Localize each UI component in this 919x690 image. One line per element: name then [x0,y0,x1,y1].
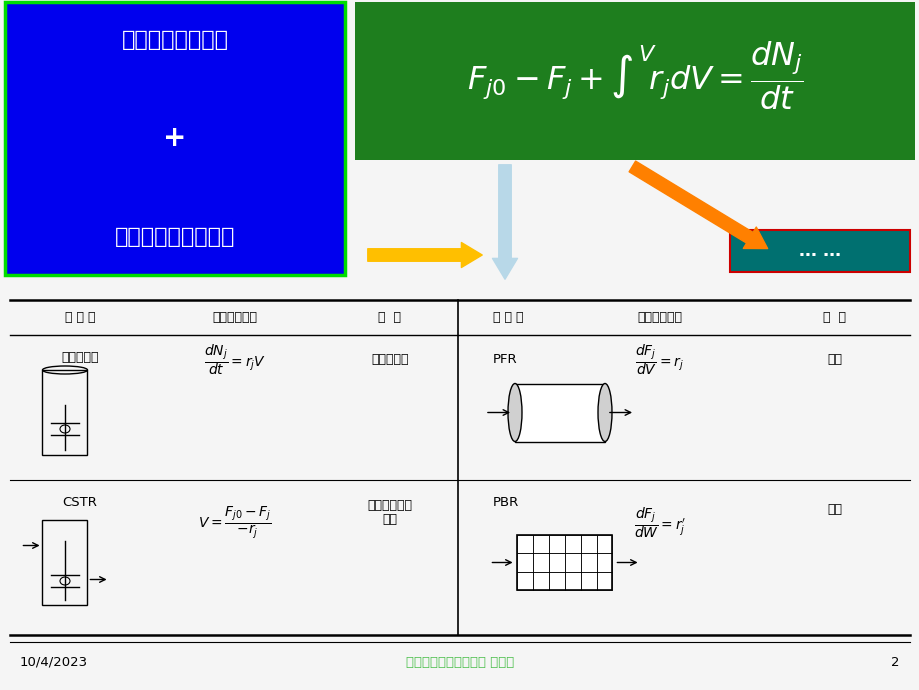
Text: 无空间分布，: 无空间分布， [367,499,412,512]
Text: 摸尔衡算方程: 摸尔衡算方程 [637,311,682,324]
Text: … …: … … [798,242,840,260]
Text: 无空间分布: 无空间分布 [371,353,408,366]
Bar [580,572,596,590]
Bar [515,384,605,442]
Text: +: + [164,124,187,152]
Text: PFR: PFR [493,353,517,366]
Text: 通用摩尔衡算方程: 通用摩尔衡算方程 [121,30,228,50]
Text: 浙江工业大学化材学院 刘华彦: 浙江工业大学化材学院 刘华彦 [405,656,514,669]
FancyArrowPatch shape [492,165,517,279]
FancyArrowPatch shape [629,161,766,248]
Bar [533,553,549,572]
Text: 间歇反应器: 间歇反应器 [62,351,98,364]
Text: PBR: PBR [493,496,518,509]
Text: 摸尔衡算方程: 摸尔衡算方程 [212,311,257,324]
Bar [549,572,564,590]
Bar [549,535,564,553]
Bar [516,553,533,572]
Bar [549,553,564,572]
Text: $\dfrac{dN_j}{dt} = r_j V$: $\dfrac{dN_j}{dt} = r_j V$ [204,342,266,377]
Text: $\dfrac{dF_j}{dV} = r_j$: $\dfrac{dF_j}{dV} = r_j$ [635,342,684,377]
Bar [596,572,612,590]
Bar [564,553,580,572]
Bar [596,535,612,553]
Text: 稳态: 稳态 [826,503,842,516]
Text: 10/4/2023: 10/4/2023 [20,656,88,669]
Ellipse shape [507,384,521,442]
Bar [533,535,549,553]
Bar [580,553,596,572]
Text: $\mathit{F_{j0} - F_j + \int^{V}\! r_j dV = \dfrac{dN_j}{dt}}$: $\mathit{F_{j0} - F_j + \int^{V}\! r_j d… [466,40,802,112]
Bar [42,370,87,455]
Bar [729,230,909,272]
Text: $V = \dfrac{F_{j0} - F_j}{-r_j}$: $V = \dfrac{F_{j0} - F_j}{-r_j}$ [198,504,272,540]
Text: 反应器流动混合特性: 反应器流动混合特性 [115,227,235,247]
Text: CSTR: CSTR [62,496,97,509]
Bar [564,572,580,590]
Text: 评  论: 评 论 [823,311,845,324]
Bar [516,535,612,590]
Text: 2: 2 [891,656,899,669]
Bar [42,520,87,605]
Text: 稳态: 稳态 [382,513,397,526]
Text: $\dfrac{dF_j}{dW} = r_j'$: $\dfrac{dF_j}{dW} = r_j'$ [633,505,686,540]
Text: 稳态: 稳态 [826,353,842,366]
Bar [533,572,549,590]
Text: 反 应 器: 反 应 器 [493,311,523,324]
Bar [564,535,580,553]
Bar [516,535,533,553]
Bar [596,553,612,572]
Bar [516,572,533,590]
FancyArrowPatch shape [368,242,482,268]
Bar [580,535,596,553]
Ellipse shape [597,384,611,442]
Text: 反 应 器: 反 应 器 [64,311,96,324]
Bar [355,2,914,160]
Bar [5,2,345,275]
Text: 评  论: 评 论 [378,311,401,324]
